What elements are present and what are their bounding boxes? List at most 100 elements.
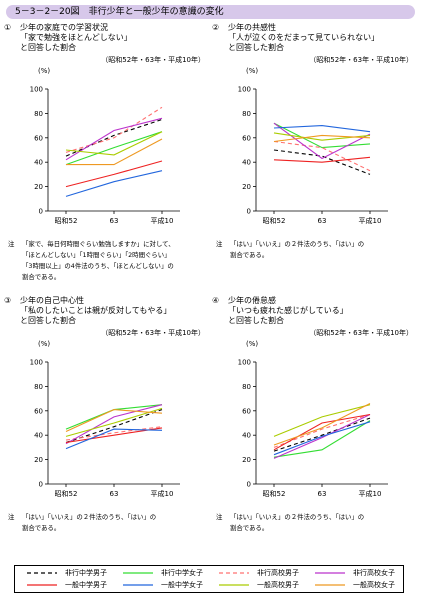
x-tick-label: 63 (110, 490, 119, 498)
series-line (273, 156, 371, 163)
legend-swatch (315, 584, 345, 586)
panel-title-line: と回答した割合 (20, 316, 76, 325)
x-tick-label: 昭和52 (263, 216, 286, 225)
y-tick-label: 100 (30, 359, 43, 367)
series-line (273, 140, 371, 172)
note-line: 割合である。 (230, 251, 269, 259)
panel-3: ③ 少年の自己中心性 「私のしたいことは親が反対してもやる」 と回答した割合 （… (4, 296, 209, 586)
panel-title-line: 「家で勉強をほとんどしない」 (20, 33, 132, 42)
series-line (273, 122, 371, 160)
note-line: 割合である。 (22, 273, 61, 281)
panel-title-line: と回答した割合 (20, 43, 76, 52)
chart-2: 0 20 40 60 80 100 昭和52 63 平成10 (238, 86, 388, 225)
panel-number: ④ (212, 296, 220, 305)
panel-title-line: 少年の家庭での学習状況 (20, 23, 108, 32)
legend-swatch (27, 584, 57, 586)
legend-label: 非行中学女子 (161, 569, 203, 577)
y-tick-label: 80 (242, 110, 251, 118)
panel-title-line: 「私のしたいことは親が反対してもやる」 (20, 306, 172, 315)
y-tick-label: 0 (39, 481, 43, 489)
panel-title-line: 少年の自己中心性 (20, 296, 84, 305)
series-line (273, 149, 371, 175)
note-label: 注 (8, 513, 15, 521)
y-tick-label: 0 (247, 208, 251, 216)
series-line (273, 414, 371, 459)
y-tick-label: 60 (242, 407, 251, 415)
series-line (273, 122, 371, 149)
note-line: 「はい」「いいえ」の２件法のうち、「はい」の (230, 513, 365, 521)
panel-title-line: 「人が泣くのをだまって見ていられない」 (228, 33, 380, 42)
series-line (273, 134, 371, 143)
legend-label: 一般中学男子 (65, 581, 107, 589)
x-tick-label: 平成10 (151, 489, 174, 498)
y-tick-label: 80 (34, 383, 43, 391)
panel-title-line: 少年の共感性 (228, 23, 276, 32)
y-tick-label: 20 (242, 456, 251, 464)
panel-1: ① 少年の家庭での学習状況 「家で勉強をほとんどしない」 と回答した割合 （昭和… (4, 23, 209, 313)
y-tick-label: 40 (34, 159, 43, 167)
legend-swatch (219, 572, 249, 574)
legend-swatch (219, 584, 249, 586)
period-caption: （昭和52年・63年・平成10年） (309, 329, 413, 337)
y-tick-label: 0 (247, 481, 251, 489)
series-line (65, 170, 163, 197)
series-line (65, 407, 163, 437)
y-tick-label: 60 (242, 134, 251, 142)
note-line: 「3時間以上」の4件法のうち、「ほとんどしない」の (22, 262, 174, 270)
chart-4: 0 20 40 60 80 100 昭和52 63 平成10 (238, 359, 388, 498)
x-tick-label: 昭和52 (55, 216, 78, 225)
legend-label: 非行高校女子 (353, 569, 395, 577)
y-tick-label: 40 (242, 432, 251, 440)
series-line (273, 420, 371, 458)
series-line (65, 106, 163, 153)
series-line (66, 138, 163, 166)
unit-label: (%) (38, 67, 51, 75)
note-line: 割合である。 (22, 524, 61, 532)
legend-swatch (123, 572, 153, 574)
y-tick-label: 100 (30, 86, 43, 94)
note-line: 「家で、毎日何時間ぐらい勉強しますか」に対して、 (22, 240, 175, 248)
series-line (65, 160, 163, 188)
legend-label: 一般高校女子 (353, 581, 395, 589)
x-tick-label: 63 (110, 217, 119, 225)
series-line (273, 421, 371, 456)
x-tick-label: 63 (318, 490, 327, 498)
y-tick-label: 20 (34, 183, 43, 191)
x-tick-label: 昭和52 (55, 489, 78, 498)
y-tick-label: 40 (242, 159, 251, 167)
series-line (273, 417, 371, 452)
note-line: 「はい」「いいえ」の２件法のうち、「はい」の (230, 240, 365, 248)
period-caption: （昭和52年・63年・平成10年） (101, 329, 205, 337)
x-tick-label: 昭和52 (263, 489, 286, 498)
note-label: 注 (216, 513, 223, 521)
y-tick-label: 100 (238, 86, 251, 94)
panel-title-line: 少年の倦怠感 (228, 296, 276, 305)
figure-title: 5－3－2－20図 非行少年と一般少年の意識の変化 (15, 7, 224, 17)
series-line (65, 409, 163, 433)
panel-number: ③ (4, 296, 12, 305)
panel-title-line: と回答した割合 (228, 316, 284, 325)
y-tick-label: 80 (242, 383, 251, 391)
series-line (65, 131, 163, 166)
panel-title-line: 「いつも疲れた感じがしている」 (228, 306, 348, 315)
period-caption: （昭和52年・63年・平成10年） (101, 56, 205, 64)
y-tick-label: 20 (34, 456, 43, 464)
series-line (65, 117, 163, 161)
y-tick-label: 40 (34, 432, 43, 440)
x-tick-label: 平成10 (359, 489, 382, 498)
legend-swatch (27, 572, 57, 574)
panel-2: ② 少年の共感性 「人が泣くのをだまって見ていられない」 と回答した割合 （昭和… (212, 23, 417, 313)
panel-number: ② (212, 23, 220, 32)
x-tick-label: 平成10 (359, 216, 382, 225)
series-line (65, 118, 163, 157)
y-tick-label: 100 (238, 359, 251, 367)
series-line (273, 403, 371, 446)
chart-3: 0 20 40 60 80 100 昭和52 63 平成10 (30, 359, 180, 498)
chart-1: 0 20 40 60 80 100 昭和52 63 平成10 (30, 86, 180, 225)
y-tick-label: 80 (34, 110, 43, 118)
y-tick-label: 60 (34, 134, 43, 142)
series-line (65, 426, 163, 441)
note-line: 「ほとんどしない」「1時間ぐらい」「2時間ぐらい」 (22, 251, 171, 259)
legend-label: 非行中学男子 (65, 569, 107, 577)
y-tick-label: 20 (242, 183, 251, 191)
